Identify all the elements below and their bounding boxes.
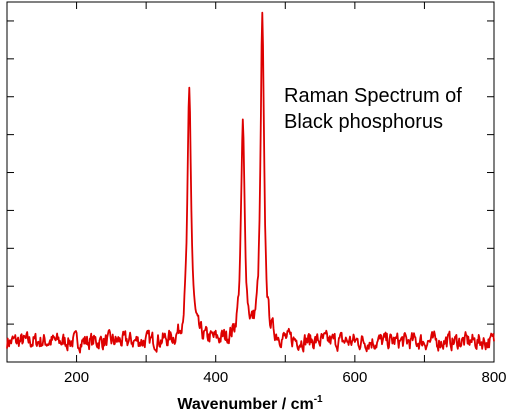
x-tick-label: 800 [481,369,506,386]
x-tick-label: 600 [342,369,367,386]
plot-frame [6,1,495,363]
x-axis-title-text: Wavenumber / cm [177,396,313,413]
annotation-line-1: Raman Spectrum of [284,85,462,107]
x-tick-labels: 200 400 600 800 [64,369,506,386]
x-axis-title: Wavenumber / cm-1 [177,394,323,413]
x-tick-label: 200 [64,369,89,386]
x-axis-title-superscript: -1 [314,394,323,405]
annotation-line-2: Black phosphorus [284,111,443,133]
axis-ticks [6,2,495,362]
x-tick-label: 400 [203,369,228,386]
spectrum-line [6,11,495,354]
